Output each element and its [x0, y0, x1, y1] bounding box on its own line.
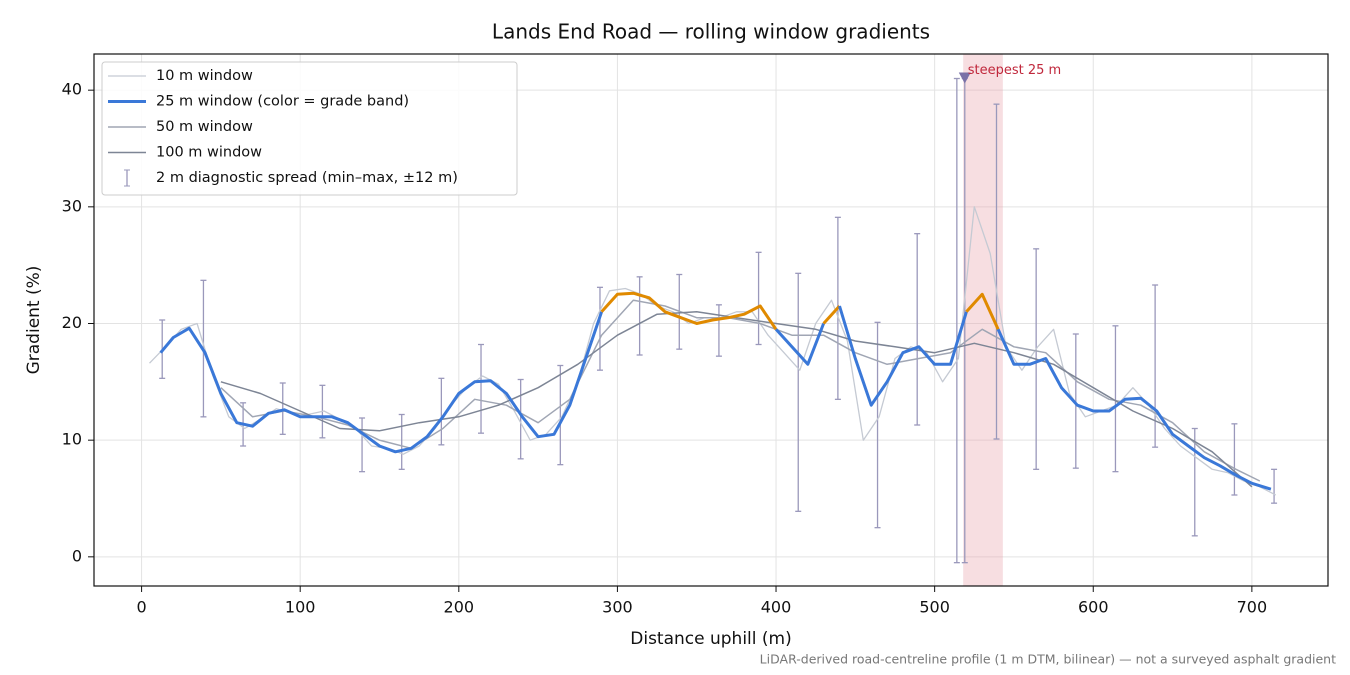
error-bar	[398, 413, 405, 470]
plot-area: steepest 25 m	[149, 54, 1278, 586]
error-bar	[517, 378, 524, 460]
y-tick-label: 20	[62, 313, 82, 332]
y-tick-label: 0	[72, 546, 82, 565]
x-tick-label: 500	[919, 598, 950, 617]
y-tick-label: 30	[62, 196, 82, 215]
error-bar	[438, 377, 445, 446]
error-bar	[953, 77, 960, 564]
series-line	[220, 311, 1253, 488]
y-tick-label: 40	[62, 80, 82, 99]
legend-label: 50 m window	[156, 119, 253, 135]
x-tick-label: 100	[285, 598, 316, 617]
error-bar	[993, 103, 1000, 440]
series-line	[838, 305, 968, 407]
error-bar	[1231, 423, 1238, 496]
error-bar	[636, 276, 643, 356]
error-bar	[596, 286, 603, 371]
x-tick-label: 400	[761, 598, 792, 617]
x-tick-label: 0	[136, 598, 146, 617]
legend-label: 100 m window	[156, 145, 262, 161]
error-bar	[1072, 333, 1079, 469]
error-bar	[1112, 325, 1119, 473]
series-line	[774, 322, 825, 366]
error-bar	[715, 304, 722, 357]
series-line	[600, 291, 778, 331]
x-tick-label: 200	[444, 598, 475, 617]
steepest-marker	[958, 72, 971, 84]
y-tick-label: 10	[62, 430, 82, 449]
series-line	[822, 304, 841, 325]
error-bar	[755, 251, 762, 346]
series-line	[159, 311, 604, 454]
error-bar	[874, 321, 881, 529]
error-bar	[557, 364, 564, 466]
x-tick-label: 700	[1237, 598, 1268, 617]
error-bar	[478, 343, 485, 434]
series-line	[965, 292, 1000, 330]
axes-frame	[93, 53, 1329, 587]
series-line	[220, 299, 1261, 482]
x-tick-label: 300	[602, 598, 633, 617]
y-axis-label: Gradient (%)	[24, 266, 44, 375]
legend-label: 10 m window	[156, 68, 253, 84]
series-line	[996, 328, 1272, 491]
axes: 0 100 200 300 400 500 600 700 0 10 20 30 40	[62, 80, 1267, 617]
legend-label: 2 m diagnostic spread (min–max, ±12 m)	[156, 170, 458, 186]
x-tick-label: 600	[1078, 598, 1109, 617]
legend-label: 25 m window (color = grade band)	[156, 94, 409, 110]
error-bar	[1271, 468, 1278, 504]
error-bar	[795, 272, 802, 512]
legend-box	[101, 61, 518, 196]
marker-label: steepest 25 m	[968, 63, 1061, 78]
legend: 10 m window 25 m window (color = grade ba…	[101, 61, 518, 196]
x-axis-label: Distance uphill (m)	[630, 629, 791, 649]
chart-title: Lands End Road — rolling window gradient…	[492, 20, 930, 44]
footnote: LiDAR-derived road-centreline profile (1…	[760, 652, 1336, 667]
error-bar	[1191, 427, 1198, 537]
error-bar	[914, 233, 921, 426]
error-bar	[359, 417, 366, 473]
